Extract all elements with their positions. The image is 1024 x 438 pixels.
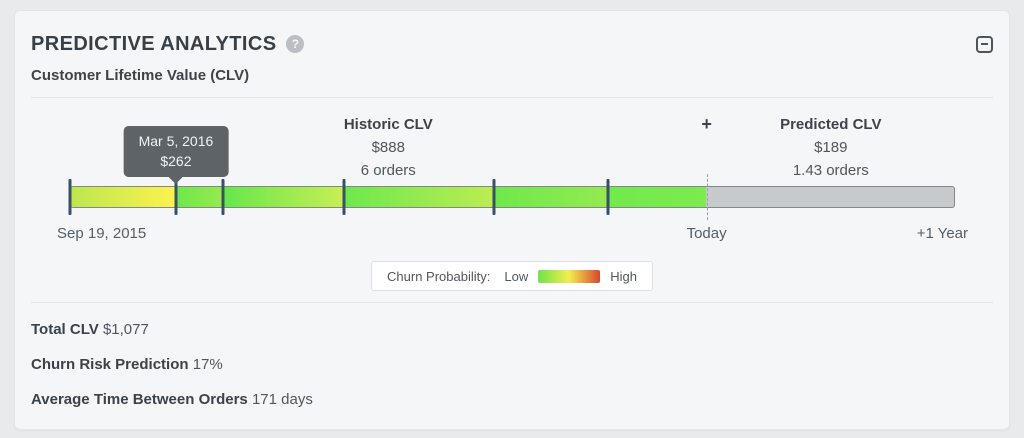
start-date-label: Sep 19, 2015	[57, 225, 147, 242]
clv-bar	[70, 186, 955, 208]
end-date-label: +1 Year	[916, 225, 968, 242]
today-label: Today	[686, 225, 727, 242]
tooltip-date: Mar 5, 2016	[138, 133, 214, 149]
predicted-clv-label: Predicted CLV	[780, 116, 882, 133]
clv-header-row: Historic CLV $888 6 orders + Predicted C…	[70, 113, 955, 185]
stat-value: 17%	[192, 356, 223, 373]
order-tick[interactable]	[68, 179, 72, 215]
collapse-button[interactable]	[976, 35, 993, 53]
stats-section: Total CLV $1,077 Churn Risk Prediction 1…	[31, 303, 993, 410]
order-tick[interactable]	[221, 179, 225, 215]
historic-clv-orders: 6 orders	[360, 162, 416, 179]
stat-value: 171 days	[251, 391, 313, 408]
predictive-analytics-card: PREDICTIVE ANALYTICS ? Customer Lifetime…	[14, 10, 1010, 430]
historic-clv-label: Historic CLV	[343, 116, 433, 133]
timeline-area: Historic CLV $888 6 orders + Predicted C…	[57, 98, 968, 302]
order-tick[interactable]	[342, 179, 346, 215]
help-icon[interactable]: ?	[286, 35, 305, 53]
stat-label: Total CLV	[31, 321, 99, 338]
legend-label: Churn Probability:	[387, 268, 491, 284]
legend-low-label: Low	[504, 268, 529, 284]
today-line	[706, 174, 708, 220]
clv-bar-segment	[223, 187, 345, 207]
legend-high-label: High	[610, 268, 637, 284]
stat-row-churn-risk: Churn Risk Prediction 17%	[31, 355, 993, 375]
section-subtitle: Customer Lifetime Value (CLV)	[31, 67, 250, 84]
predicted-clv-orders: 1.43 orders	[792, 162, 869, 179]
divider-bottom	[31, 302, 993, 303]
stat-row-total-clv: Total CLV $1,077	[31, 320, 993, 340]
predicted-clv-block: Predicted CLV $189 1.43 orders	[707, 113, 955, 182]
card-header: PREDICTIVE ANALYTICS ?	[31, 31, 993, 57]
clv-bar-segment	[493, 187, 608, 207]
page-title: PREDICTIVE ANALYTICS	[31, 32, 277, 55]
divider-top	[31, 97, 993, 98]
clv-chart: Historic CLV $888 6 orders + Predicted C…	[31, 98, 993, 302]
order-tick[interactable]	[174, 179, 178, 215]
order-tick[interactable]	[492, 179, 496, 215]
tooltip-value: $262	[160, 153, 192, 169]
stat-label: Average Time Between Orders	[31, 391, 248, 408]
order-tick[interactable]	[606, 179, 610, 215]
historic-clv-block: Historic CLV $888 6 orders	[70, 113, 707, 182]
plus-sign: +	[701, 114, 712, 134]
clv-bar-segment	[607, 187, 707, 207]
predicted-clv-value: $189	[814, 139, 848, 156]
churn-gradient-swatch	[538, 269, 601, 283]
minus-icon	[981, 43, 988, 45]
clv-bar-segment	[71, 187, 177, 207]
stat-value: $1,077	[102, 321, 149, 338]
churn-legend: Churn Probability: Low High	[371, 261, 653, 291]
stat-row-avg-time: Average Time Between Orders 171 days	[31, 390, 993, 410]
clv-bar-segment	[344, 187, 494, 207]
historic-clv-value: $888	[371, 139, 405, 156]
order-tooltip: Mar 5, 2016 $262	[123, 126, 229, 184]
stat-label: Churn Risk Prediction	[31, 356, 189, 373]
clv-bar-segment	[176, 187, 224, 207]
